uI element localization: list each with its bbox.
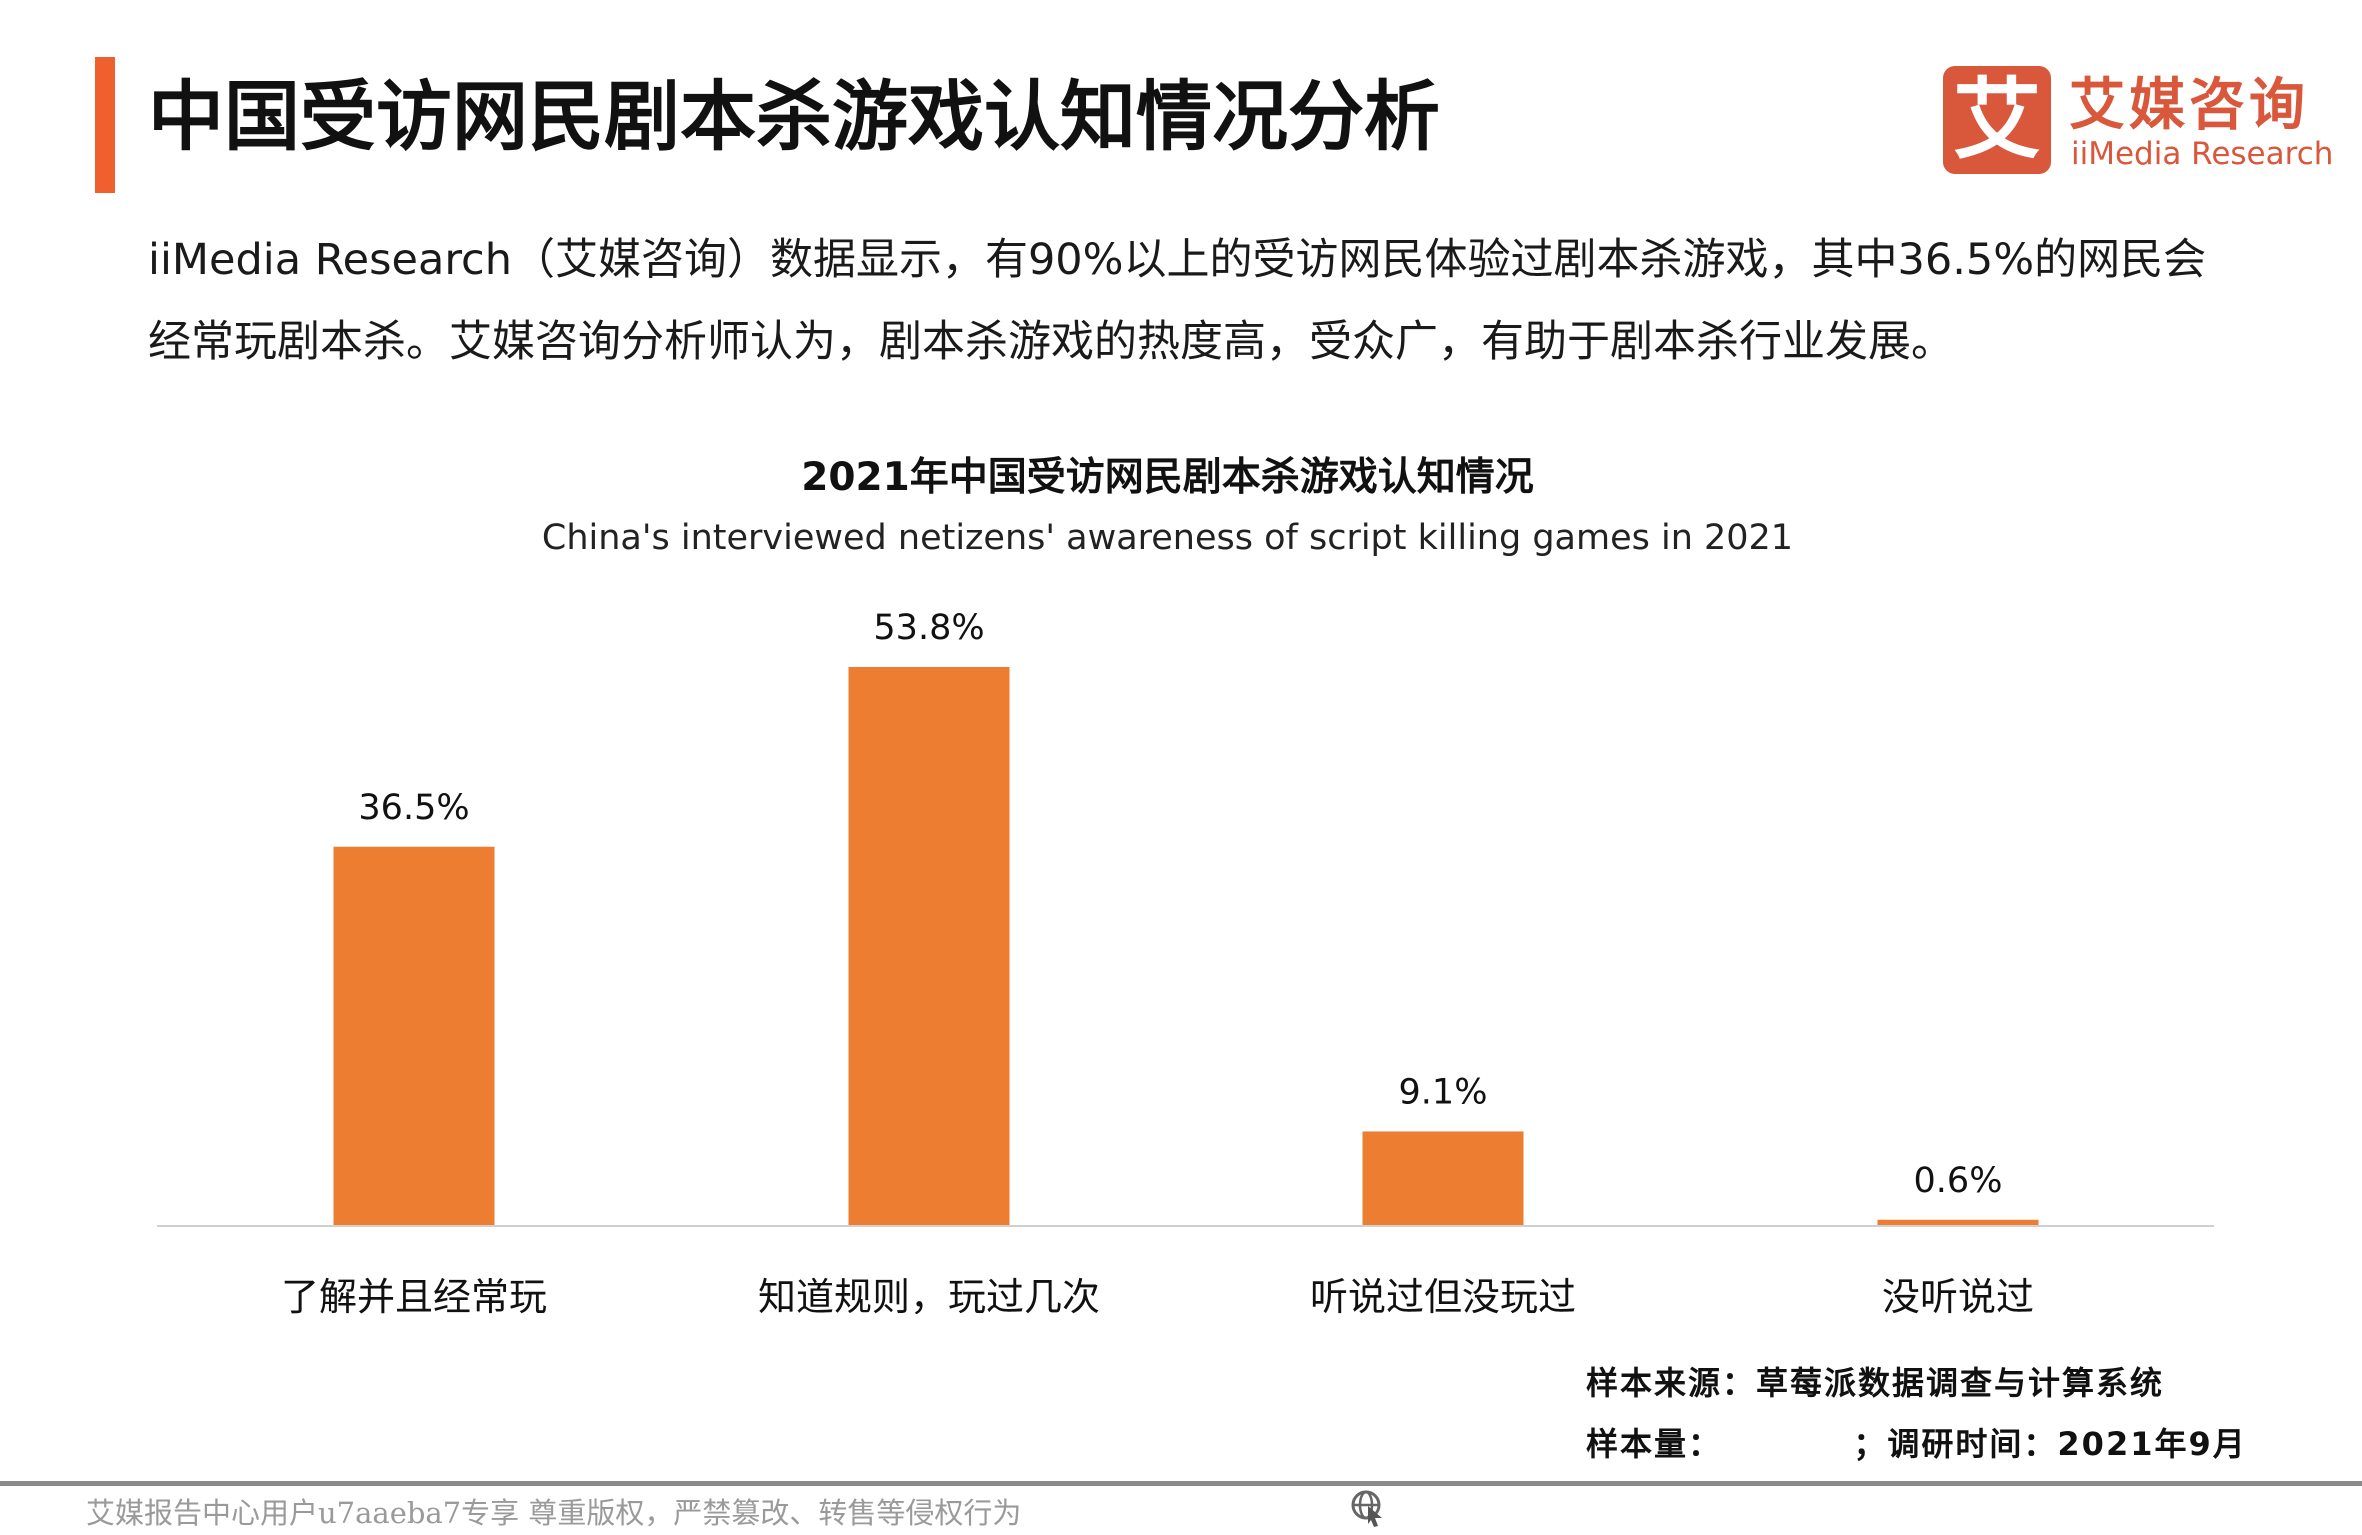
chart-title: 2021年中国受访网民剧本杀游戏认知情况 — [801, 455, 1534, 500]
category-label: 没听说过 — [1882, 1275, 2034, 1319]
bar — [848, 667, 1010, 1226]
bar-value-label: 0.6% — [1914, 1161, 2003, 1201]
category-label: 知道规则，玩过几次 — [758, 1275, 1100, 1319]
bar — [1877, 1219, 2039, 1226]
logo-text-cn: 艾媒咨询 — [2069, 73, 2309, 138]
description-line-1: iiMedia Research（艾媒咨询）数据显示，有90%以上的受访网民体验… — [148, 235, 2207, 285]
footer-watermark: 艾媒报告中心用户u7aaeba7专享 尊重版权，严禁篡改、转售等侵权行为 — [86, 1496, 1022, 1530]
bar-value-label: 53.8% — [873, 608, 984, 648]
description-line-2: 经常玩剧本杀。艾媒咨询分析师认为，剧本杀游戏的热度高，受众广，有助于剧本杀行业发… — [148, 317, 1954, 367]
sample-size-and-date: 样本量： ；调研时间：2021年9月 — [1586, 1425, 2247, 1463]
chart-subtitle: China's interviewed netizens' awareness … — [541, 518, 1794, 558]
bar-value-label: 9.1% — [1399, 1072, 1488, 1112]
globe-cursor-icon — [1351, 1490, 1382, 1527]
logo-text-en: iiMedia Research — [2071, 136, 2334, 172]
footer-divider — [0, 1481, 2362, 1486]
imedia-logo: 艾 艾媒咨询 iiMedia Research — [1943, 66, 2333, 176]
bar-value-label: 36.5% — [358, 788, 469, 828]
category-label: 听说过但没玩过 — [1310, 1275, 1576, 1319]
title-accent-bar — [95, 57, 115, 193]
page-title: 中国受访网民剧本杀游戏认知情况分析 — [148, 72, 1440, 161]
bar — [333, 846, 495, 1226]
logo-mark-icon: 艾 — [1943, 66, 2051, 174]
category-label: 了解并且经常玩 — [281, 1275, 547, 1319]
bar — [1362, 1131, 1524, 1226]
sample-source: 样本来源：草莓派数据调查与计算系统 — [1586, 1364, 2165, 1402]
